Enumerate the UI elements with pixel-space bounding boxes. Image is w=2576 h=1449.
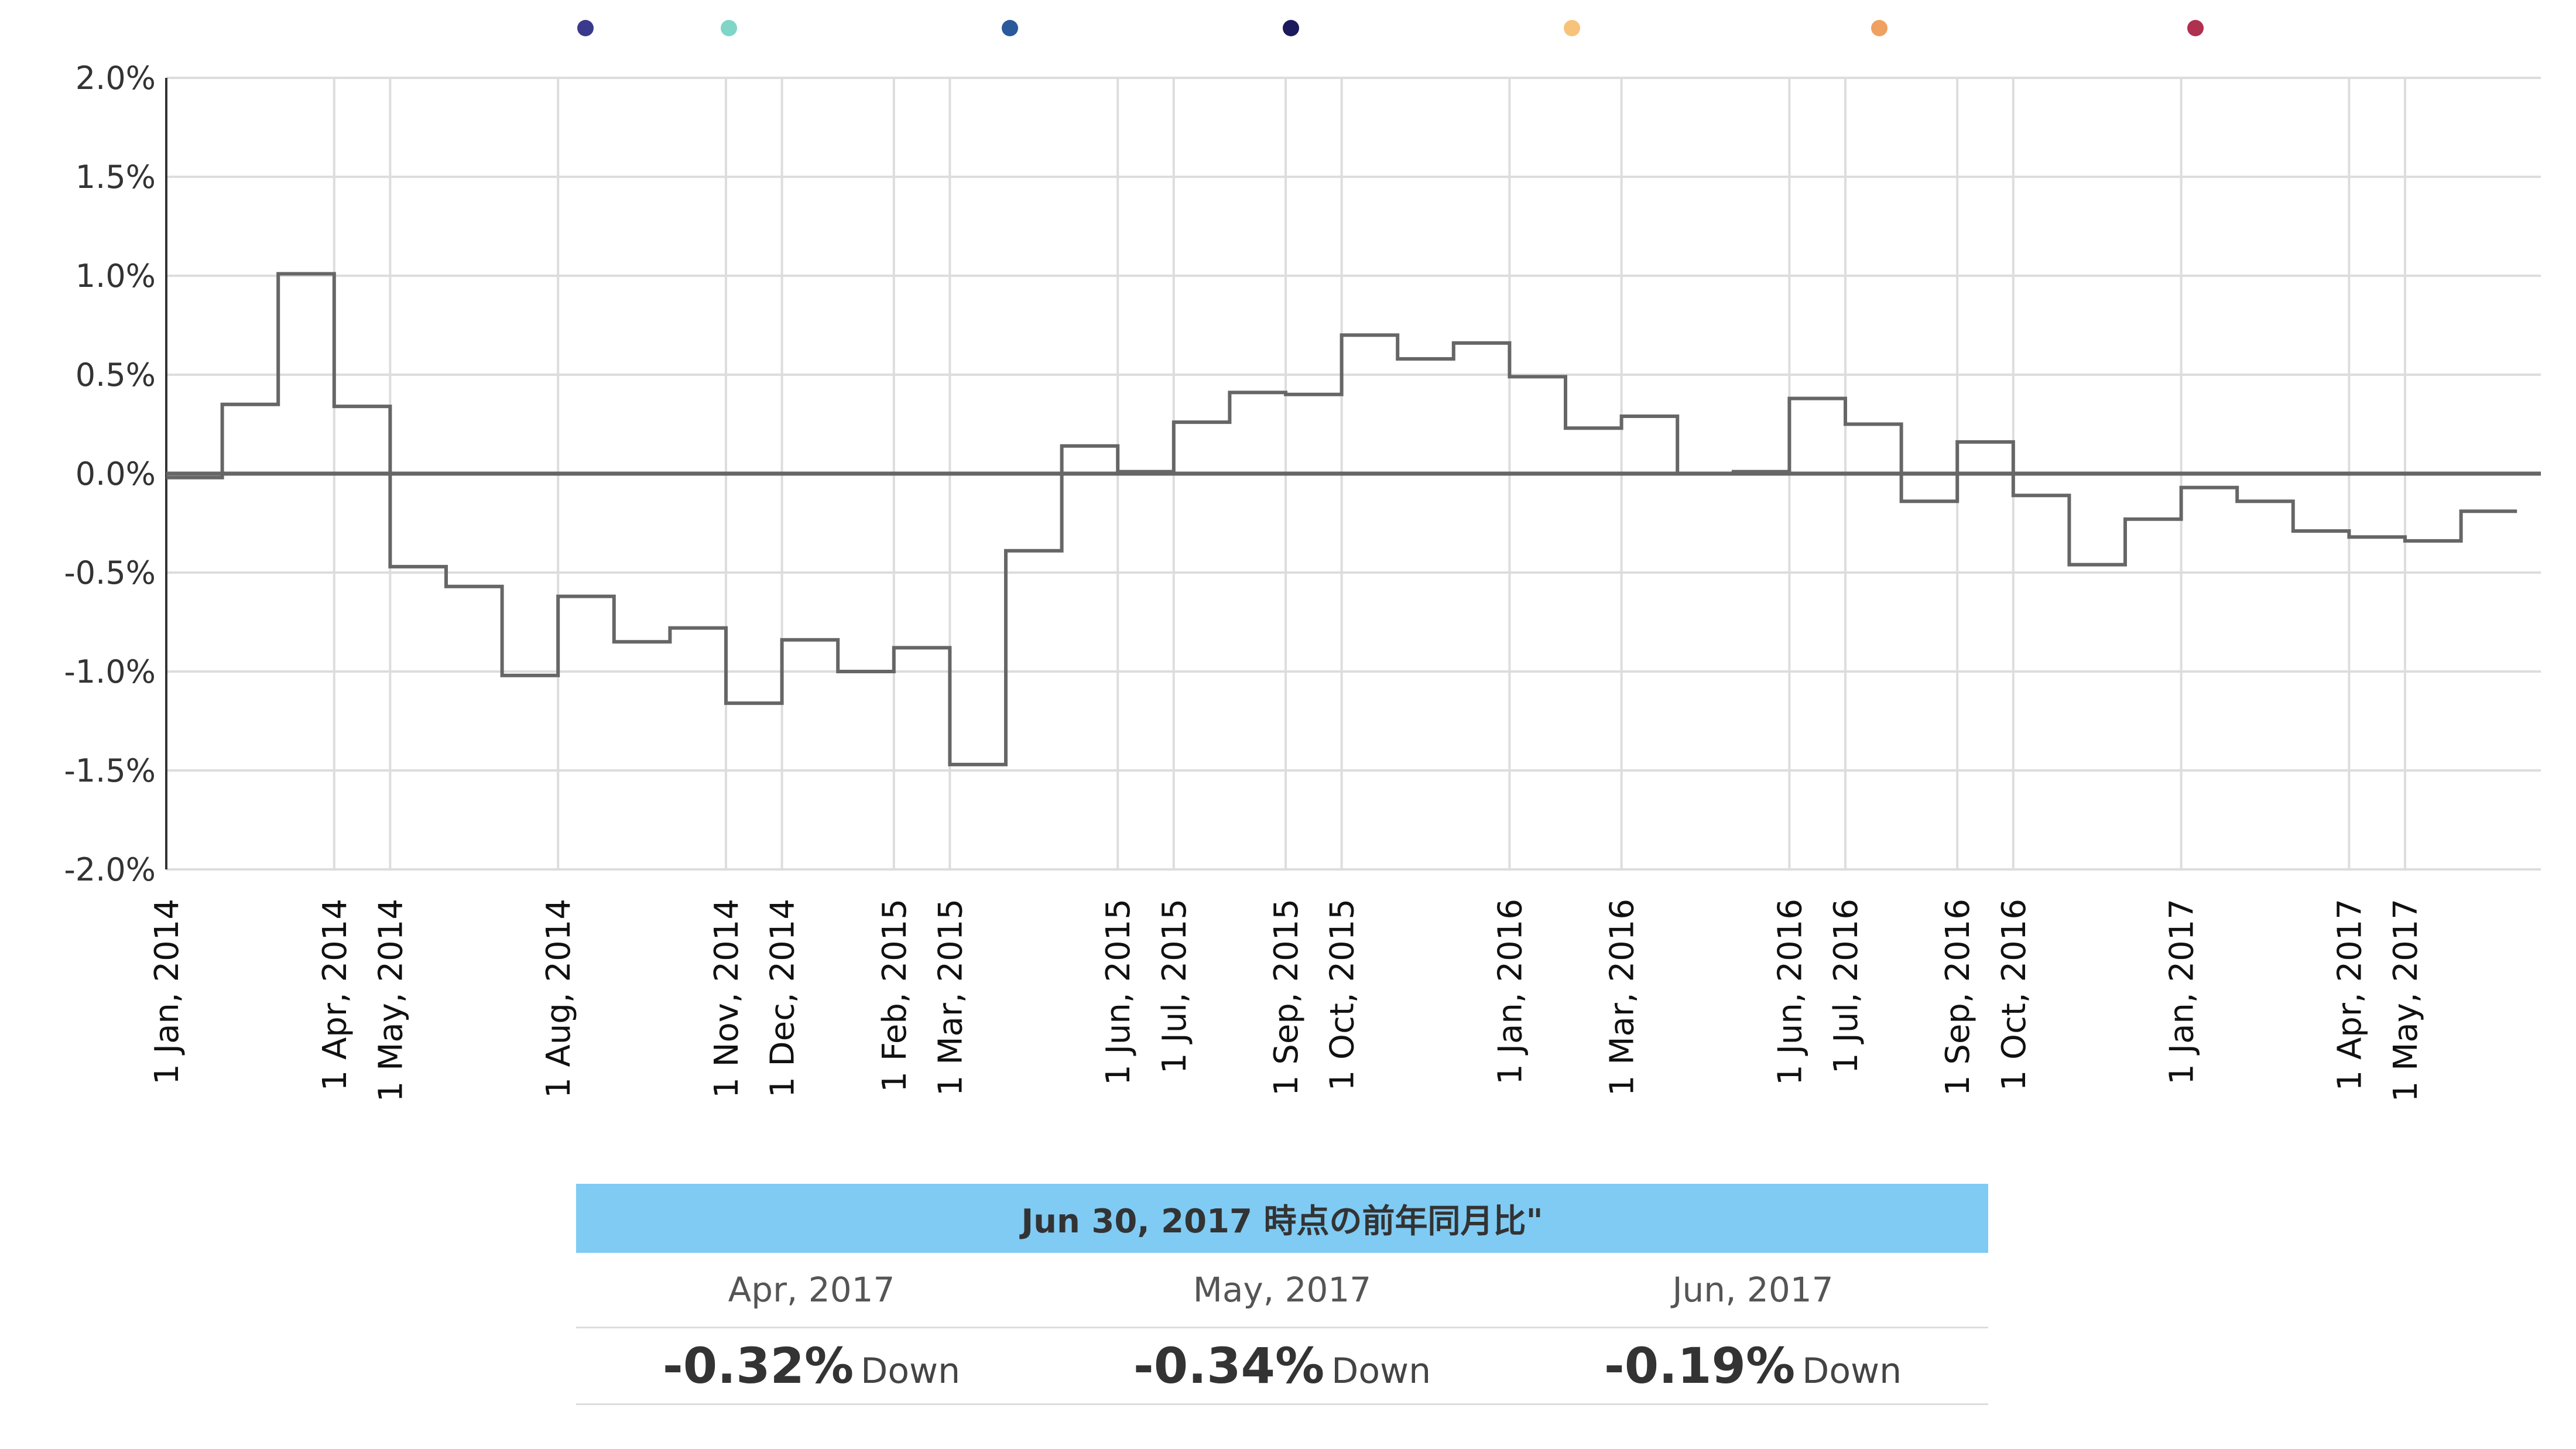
summary-direction: Down [1802, 1351, 1902, 1392]
x-tick-label: 1 Oct, 2016 [1995, 899, 2033, 1091]
summary-header: Jun 30, 2017 時点の前年同月比" [576, 1184, 1988, 1253]
legend [577, 20, 2204, 36]
x-tick-label: 1 Jun, 2015 [1099, 899, 1138, 1085]
summary-value-cell: -0.32% Down [576, 1328, 1047, 1403]
x-tick-label: 1 Apr, 2017 [2331, 899, 2369, 1091]
summary-value-cell: -0.34% Down [1047, 1328, 1517, 1403]
summary-percent: -0.32% [662, 1337, 854, 1395]
x-tick-label: 1 Feb, 2015 [876, 899, 914, 1092]
x-tick-label: 1 May, 2017 [2387, 899, 2425, 1102]
x-tick-label: 1 Sep, 2016 [1939, 899, 1977, 1096]
x-tick-label: 1 Jan, 2017 [2163, 899, 2201, 1085]
x-tick-label: 1 Apr, 2014 [316, 899, 354, 1091]
series-line [166, 272, 2517, 766]
x-tick-label: 1 Jan, 2014 [148, 899, 186, 1085]
summary-direction: Down [1331, 1351, 1431, 1392]
y-tick-label: 2.0% [76, 60, 156, 97]
legend-marker [1283, 20, 1299, 36]
legend-marker [1871, 20, 1888, 36]
summary-percent: -0.19% [1604, 1337, 1796, 1395]
x-tick-label: 1 Dec, 2014 [764, 899, 802, 1098]
yoy-chart: 2.0% 1.5% 1.0% 0.5% 0.0% -0.5% -1.0% -1.5% -2.0%… [64, 20, 2541, 1102]
legend-marker [1002, 20, 1018, 36]
y-tick-label: -1.5% [64, 752, 156, 789]
x-tick-label: 1 Mar, 2015 [931, 899, 970, 1096]
y-tick-label: -2.0% [64, 851, 156, 888]
y-tick-label: -1.0% [64, 653, 156, 690]
y-tick-label: 1.0% [76, 258, 156, 294]
yoy-summary-table: Jun 30, 2017 時点の前年同月比" Apr, 2017 May, 20… [576, 1184, 1988, 1405]
x-tick-label: 1 Jul, 2016 [1827, 899, 1865, 1074]
legend-marker [721, 20, 737, 36]
x-tick-label: 1 May, 2014 [372, 899, 410, 1102]
summary-month: Jun, 2017 [1672, 1270, 1834, 1310]
x-tick-label: 1 Jun, 2016 [1771, 899, 1809, 1085]
legend-marker [1564, 20, 1580, 36]
y-tick-label: 0.5% [76, 357, 156, 393]
summary-percent: -0.34% [1133, 1337, 1325, 1395]
summary-value-row: -0.32% Down -0.34% Down -0.19% Down [576, 1328, 1988, 1405]
legend-marker [2187, 20, 2204, 36]
summary-direction: Down [861, 1351, 961, 1392]
x-tick-label: 1 Nov, 2014 [708, 899, 746, 1098]
x-tick-label: 1 Aug, 2014 [540, 899, 578, 1098]
x-tick-label: 1 Jul, 2015 [1156, 899, 1194, 1074]
y-tick-label: 0.0% [76, 455, 156, 492]
summary-month: May, 2017 [1193, 1270, 1372, 1310]
x-tick-label: 1 Jan, 2016 [1491, 899, 1529, 1085]
summary-month-row: Apr, 2017 May, 2017 Jun, 2017 [576, 1253, 1988, 1328]
x-tick-label: 1 Sep, 2015 [1268, 899, 1306, 1096]
summary-month: Apr, 2017 [728, 1270, 895, 1310]
legend-marker [577, 20, 594, 36]
x-tick-label: 1 Oct, 2015 [1324, 899, 1362, 1091]
y-tick-labels: 2.0% 1.5% 1.0% 0.5% 0.0% -0.5% -1.0% -1.5% -2.0% [64, 60, 156, 888]
y-tick-label: -0.5% [64, 554, 156, 591]
x-tick-labels: 1 Jan, 2014 1 Apr, 2014 1 May, 2014 1 Aug, … [148, 899, 2425, 1102]
x-tick-label: 1 Mar, 2016 [1604, 899, 1642, 1096]
y-tick-label: 1.5% [76, 159, 156, 196]
summary-value-cell: -0.19% Down [1517, 1328, 1988, 1403]
